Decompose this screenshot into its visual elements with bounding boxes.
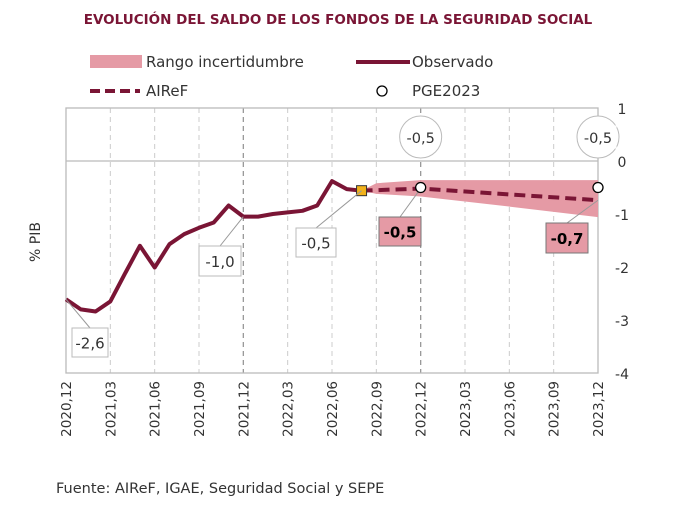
annotation-2021-12-label: -1,0 <box>205 253 234 271</box>
x-tick-label: 2021,12 <box>236 381 252 437</box>
uncertainty-band-layer <box>361 180 598 218</box>
pge-marker <box>415 181 427 194</box>
annotation-2020-12-leader <box>65 299 91 329</box>
axes-layer: 2020,12 2021,03 2021,06 2021,09 2021,12 2022,… <box>59 102 629 437</box>
annotation-airef-2022-12-leader <box>399 188 422 218</box>
annotation-2020-12-label: -2,6 <box>75 335 104 353</box>
legend-airef-label: AIReF <box>146 82 188 100</box>
annotation-airef-2023-12-box <box>545 222 589 254</box>
x-tick-label: 2023,03 <box>458 381 474 437</box>
uncertainty-band <box>361 180 598 218</box>
x-tick-label: 2023,12 <box>591 381 607 437</box>
x-tick-label: 2022,12 <box>414 381 430 437</box>
x-tick-label: 2020,12 <box>59 381 75 437</box>
grid <box>65 107 599 374</box>
x-tick-label: 2021,03 <box>103 381 119 437</box>
chart-title: EVOLUCIÓN DEL SALDO DE LOS FONDOS DE LA … <box>84 10 593 28</box>
annotation-2022-08-leader <box>315 190 362 229</box>
x-tick-label: 2021,06 <box>148 381 164 437</box>
annotation-2022-08-label: -0,5 <box>301 235 330 253</box>
y-tick-label: -1 <box>615 208 629 224</box>
annotation-airef-2023-12-leader <box>566 199 599 224</box>
annotation-airef-2022-12-box <box>378 216 422 247</box>
x-tick-label: 2022,06 <box>325 381 341 437</box>
legend-pge-marker <box>376 85 388 97</box>
pge-callout-label: -0,5 <box>584 131 612 147</box>
x-tick-label: 2022,03 <box>281 381 297 437</box>
y-tick-label: -2 <box>615 261 629 277</box>
plot-border <box>65 107 599 374</box>
legend-pge-label: PGE2023 <box>412 82 480 100</box>
legend: Rango incertidumbre Observado AIReF PGE2… <box>90 53 493 100</box>
legend-band-label: Rango incertidumbre <box>146 53 304 71</box>
source-note: Fuente: AIReF, IGAE, Seguridad Social y … <box>56 481 384 497</box>
x-tick-label: 2021,09 <box>192 381 208 437</box>
annotation-airef-2022-12-label: -0,5 <box>384 224 417 242</box>
y-tick-label: 1 <box>618 102 627 118</box>
legend-observed-label: Observado <box>412 53 493 71</box>
annotation-airef-2023-12-label: -0,7 <box>551 230 584 248</box>
y-tick-label: 0 <box>618 155 627 171</box>
observed-line <box>64 179 362 314</box>
pge-callout-circle <box>399 115 443 159</box>
annotation-2021-12-box <box>198 245 242 277</box>
annotation-2020-12-box <box>71 327 109 358</box>
pge-callout-circle <box>576 115 620 159</box>
y-tick-label: -3 <box>615 314 629 330</box>
x-tick-label: 2023,09 <box>547 381 563 437</box>
legend-band-swatch <box>90 55 142 68</box>
pge-callout-label: -0,5 <box>407 131 435 147</box>
pge-marker <box>592 181 604 194</box>
x-tick-label: 2022,09 <box>369 381 385 437</box>
annotation-2022-08-box <box>295 227 337 258</box>
y-tick-label: -4 <box>615 367 629 383</box>
annotation-2021-12-leader <box>219 216 244 247</box>
x-tick-label: 2023,06 <box>502 381 518 437</box>
y-axis-label: % PIB <box>28 222 44 262</box>
annotations-layer: -2,6 -1,0 -0,5 -0,5 -0,7 -0,5 -0,5 <box>65 115 620 358</box>
